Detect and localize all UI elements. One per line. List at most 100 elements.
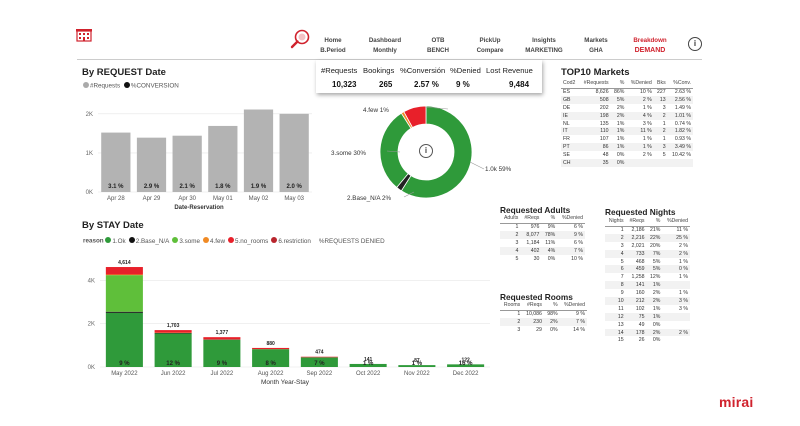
info-icon[interactable]: i (419, 144, 433, 158)
column-header[interactable]: %Denied (559, 300, 587, 311)
table-row[interactable]: 1 10,086 98% 9 % (500, 310, 587, 318)
request-bar[interactable] (208, 125, 238, 192)
request-bar[interactable] (101, 132, 131, 192)
column-header[interactable]: Bks (653, 78, 668, 89)
legend-item[interactable]: 5.no_rooms (228, 237, 268, 245)
stay-bar-segment[interactable] (105, 312, 143, 367)
request-bar[interactable] (279, 113, 309, 192)
stay-bar-segment[interactable] (203, 339, 241, 367)
request-bar[interactable] (136, 137, 167, 192)
table-cell: 1 (517, 311, 521, 318)
table-row[interactable]: 5 30 0% 10 % (500, 255, 585, 263)
nav-pickup[interactable]: PickUp Compare (471, 36, 509, 56)
column-header[interactable]: %Denied (557, 213, 585, 224)
stay-bar-segment[interactable] (447, 364, 485, 367)
table-row[interactable]: 1 2,186 21% 11 % (605, 226, 690, 234)
table-row[interactable]: 8 141 1% (605, 281, 690, 290)
info-icon[interactable]: i (688, 37, 702, 51)
column-header[interactable]: %Conv. (667, 78, 693, 89)
stay-bar-segment[interactable] (154, 333, 192, 367)
stay-bar-segment[interactable] (300, 357, 338, 367)
legend-label: %REQUESTS DENIED (318, 237, 385, 245)
stay-bar-segment[interactable] (105, 274, 143, 276)
table-row[interactable]: SE 48 0% 2 % 5 10.42 % (561, 151, 693, 159)
request-bar[interactable] (243, 109, 274, 192)
column-header[interactable]: % (543, 300, 560, 311)
table-row[interactable]: DE 202 2% 1 % 3 1.49 % (561, 104, 693, 112)
stay-bar-segment[interactable] (398, 365, 436, 367)
nav-home[interactable]: Home B.Period (318, 36, 348, 56)
nav-breakdown-sub: DEMAND (634, 47, 666, 54)
table-row[interactable]: 3 2,021 20% 2 % (605, 242, 690, 250)
table-row[interactable]: 15 26 0% (605, 336, 690, 344)
table-cell: 2% (652, 290, 661, 297)
table-row[interactable]: 6 459 5% 0 % (605, 265, 690, 274)
column-header[interactable]: Cod2 (561, 78, 579, 89)
legend-item[interactable]: 6.restriction (271, 237, 311, 245)
table-row[interactable]: 5 468 5% 1 % (605, 258, 690, 266)
stay-bar-segment[interactable] (105, 267, 143, 275)
legend-item[interactable]: 3.some (172, 237, 200, 245)
column-header[interactable]: % (541, 213, 558, 224)
table-row[interactable]: GB 508 5% 2 % 13 2.56 % (561, 95, 693, 104)
column-header[interactable]: #Reqs (520, 213, 542, 224)
table-row[interactable]: 7 1,258 12% 1 % (605, 273, 690, 281)
column-header[interactable]: % (646, 216, 663, 227)
table-row[interactable]: NL 135 1% 3 % 1 0.74 % (561, 120, 693, 128)
legend-label: 3.some (179, 237, 200, 245)
column-header[interactable]: Rooms (500, 300, 523, 311)
stay-bar-segment[interactable] (300, 356, 338, 358)
column-header[interactable]: Nights (605, 216, 626, 227)
stay-bar-segment[interactable] (105, 311, 143, 313)
table-row[interactable]: 14 178 2% 2 % (605, 328, 690, 337)
table-row[interactable]: FR 107 1% 1 % 1 0.93 % (561, 135, 693, 143)
nav-markets[interactable]: Markets GHA (581, 36, 611, 56)
legend-swatch (271, 237, 278, 243)
table-cell: 2,186 (631, 227, 645, 234)
legend-item[interactable]: 1.Ok (105, 237, 126, 245)
table-row[interactable]: 2 2,216 22% 25 % (605, 233, 690, 242)
search-analytics-icon[interactable] (290, 29, 312, 49)
nav-breakdown[interactable]: Breakdown DEMAND (628, 36, 672, 56)
table-row[interactable]: 9 160 2% 1 % (605, 289, 690, 297)
table-row[interactable]: PT 86 1% 1 % 3 3.49 % (561, 143, 693, 152)
table-row[interactable]: 12 75 1% (605, 312, 690, 321)
table-row[interactable]: IE 198 2% 4 % 2 1.01 % (561, 111, 693, 120)
table-row[interactable]: 3 29 0% 14 % (500, 326, 587, 334)
nav-insights[interactable]: Insights MARKETING (522, 36, 566, 56)
stay-bar-segment[interactable] (203, 337, 241, 340)
legend-item[interactable]: 2.Base_N/A (128, 237, 169, 245)
table-row[interactable]: 2 8,077 78% 9 % (500, 230, 585, 239)
column-header[interactable]: #Reqs (625, 216, 647, 227)
table-row[interactable]: 2 230 2% 7 % (500, 317, 587, 326)
table-row[interactable]: 10 212 2% 3 % (605, 297, 690, 305)
legend-item[interactable]: 4.few (202, 237, 225, 245)
column-header[interactable]: #Requests (578, 78, 611, 89)
nav-dashboard[interactable]: Dashboard Monthly (366, 36, 404, 56)
table-row[interactable]: ES 8,626 86% 10 % 227 2.63 % (561, 88, 693, 96)
stay-bar-segment[interactable] (105, 275, 143, 312)
table-row[interactable]: 4 733 7% 2 % (605, 249, 690, 258)
nav-otb[interactable]: OTB BENCH (421, 36, 455, 56)
table-row[interactable]: 1 976 9% 6 % (500, 223, 585, 231)
column-header[interactable]: Adults (500, 213, 521, 224)
donut-slice[interactable] (403, 105, 427, 129)
table-row[interactable]: IT 110 1% 11 % 2 1.82 % (561, 127, 693, 136)
legend-item[interactable]: %REQUESTS DENIED (319, 238, 385, 245)
hotel-logo-icon[interactable] (76, 28, 92, 42)
column-header[interactable]: % (610, 78, 627, 89)
table-row[interactable]: 4 402 4% 7 % (500, 246, 585, 255)
column-header[interactable]: %Denied (662, 216, 690, 227)
stay-bar-segment[interactable] (154, 330, 192, 333)
stay-bar-segment[interactable] (349, 363, 387, 367)
stay-bar-segment[interactable] (252, 347, 290, 350)
table-row[interactable]: 3 1,184 11% 6 % (500, 239, 585, 247)
table-row[interactable]: CH 35 0% (561, 159, 693, 167)
table-row[interactable]: 11 102 1% 3 % (605, 305, 690, 313)
table-row[interactable]: 13 49 0% (605, 321, 690, 329)
request-bar[interactable] (172, 135, 202, 192)
stay-bar-segment[interactable] (252, 349, 290, 367)
column-header[interactable]: #Reqs (522, 300, 544, 311)
column-header[interactable]: %Denied (626, 78, 654, 89)
donut-slice[interactable] (379, 112, 412, 189)
